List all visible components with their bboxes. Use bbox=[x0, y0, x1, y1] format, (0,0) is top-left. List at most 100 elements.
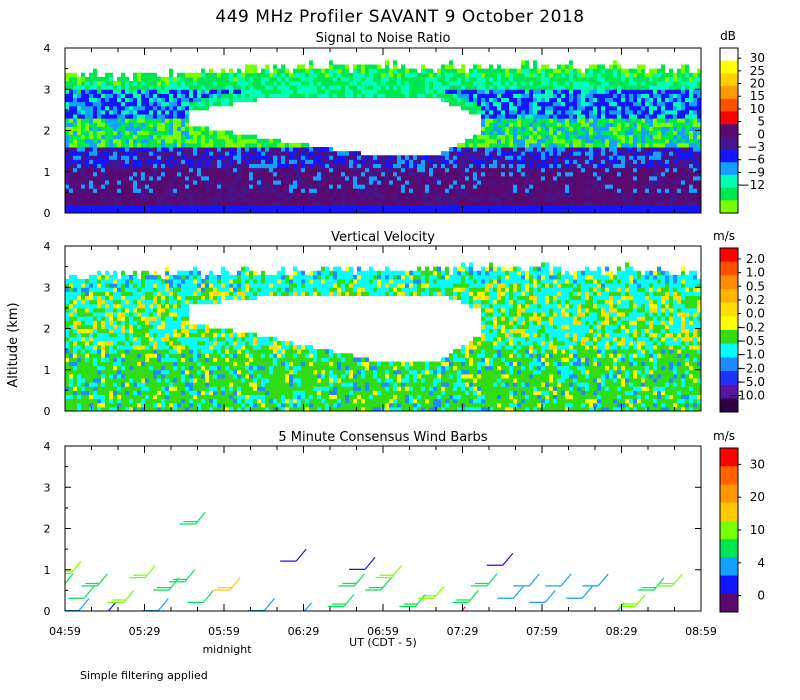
heatmap-cell bbox=[673, 196, 677, 202]
heatmap-cell bbox=[541, 72, 545, 78]
heatmap-cell bbox=[145, 130, 149, 136]
heatmap-column bbox=[401, 64, 405, 213]
heatmap-cell bbox=[465, 105, 469, 111]
heatmap-cell bbox=[577, 180, 581, 185]
heatmap-column bbox=[209, 68, 213, 213]
heatmap-cell bbox=[545, 126, 549, 131]
heatmap-cell bbox=[421, 155, 425, 160]
heatmap-cell bbox=[697, 68, 701, 74]
heatmap-cell bbox=[633, 142, 637, 148]
heatmap-column bbox=[509, 68, 513, 213]
heatmap-cell bbox=[133, 118, 137, 123]
heatmap-cell bbox=[337, 72, 341, 78]
heatmap-cell bbox=[173, 159, 177, 164]
heatmap-cell bbox=[141, 109, 145, 115]
heatmap-column bbox=[573, 68, 577, 213]
heatmap-cell bbox=[109, 134, 113, 140]
heatmap-cell bbox=[301, 76, 305, 82]
heatmap-cell bbox=[613, 180, 617, 185]
heatmap-cell bbox=[621, 138, 625, 144]
heatmap-cell bbox=[673, 184, 677, 189]
heatmap-cell bbox=[681, 93, 685, 98]
heatmap-cell bbox=[549, 200, 553, 206]
heatmap-cell bbox=[85, 138, 89, 144]
heatmap-cell bbox=[89, 134, 93, 140]
heatmap-cell bbox=[421, 159, 425, 164]
heatmap-cell bbox=[273, 81, 277, 86]
heatmap-cell bbox=[517, 105, 521, 111]
heatmap-cell bbox=[109, 85, 113, 90]
heatmap-cell bbox=[401, 155, 405, 160]
heatmap-cell bbox=[177, 109, 181, 115]
heatmap-cell bbox=[525, 118, 529, 123]
heatmap-cell bbox=[261, 196, 265, 202]
heatmap-cell bbox=[233, 204, 237, 210]
heatmap-cell bbox=[477, 68, 481, 74]
heatmap-cell bbox=[489, 159, 493, 164]
heatmap-cell bbox=[617, 134, 621, 140]
heatmap-cell bbox=[485, 200, 489, 206]
heatmap-cell bbox=[297, 147, 301, 152]
heatmap-cell bbox=[473, 134, 477, 140]
heatmap-cell bbox=[133, 138, 137, 144]
heatmap-cell bbox=[173, 147, 177, 152]
heatmap-cell bbox=[209, 93, 213, 98]
heatmap-cell bbox=[65, 142, 69, 148]
heatmap-cell bbox=[153, 192, 157, 197]
heatmap-cell bbox=[657, 97, 661, 103]
heatmap-cell bbox=[153, 163, 157, 169]
heatmap-cell bbox=[685, 118, 689, 123]
heatmap-column bbox=[133, 72, 137, 213]
heatmap-cell bbox=[129, 101, 133, 107]
heatmap-cell bbox=[465, 142, 469, 148]
heatmap-cell bbox=[289, 81, 293, 86]
heatmap-cell bbox=[109, 89, 113, 94]
heatmap-cell bbox=[249, 72, 253, 78]
heatmap-cell bbox=[373, 89, 377, 94]
heatmap-cell bbox=[429, 180, 433, 185]
heatmap-cell bbox=[133, 184, 137, 189]
heatmap-cell bbox=[165, 97, 169, 103]
heatmap-cell bbox=[625, 109, 629, 115]
heatmap-cell bbox=[549, 72, 553, 78]
heatmap-cell bbox=[697, 93, 701, 98]
heatmap-cell bbox=[237, 72, 241, 78]
heatmap-cell bbox=[345, 64, 349, 70]
heatmap-cell bbox=[125, 89, 129, 94]
heatmap-column bbox=[345, 64, 349, 213]
heatmap-cell bbox=[245, 204, 249, 210]
heatmap-cell bbox=[433, 93, 437, 98]
heatmap-cell bbox=[413, 192, 417, 197]
heatmap-cell bbox=[581, 85, 585, 90]
heatmap-cell bbox=[101, 142, 105, 148]
heatmap-cell bbox=[449, 76, 453, 82]
heatmap-cell bbox=[677, 192, 681, 197]
heatmap-cell bbox=[533, 188, 537, 193]
heatmap-cell bbox=[581, 130, 585, 136]
heatmap-cell bbox=[517, 184, 521, 189]
heatmap-cell bbox=[589, 76, 593, 82]
heatmap-cell bbox=[685, 109, 689, 115]
heatmap-cell bbox=[645, 192, 649, 197]
heatmap-cell bbox=[137, 188, 141, 193]
heatmap-cell bbox=[681, 81, 685, 86]
heatmap-cell bbox=[681, 175, 685, 181]
heatmap-cell bbox=[133, 76, 137, 82]
heatmap-cell bbox=[165, 180, 169, 185]
heatmap-cell bbox=[481, 151, 485, 156]
heatmap-cell bbox=[673, 204, 677, 210]
heatmap-column bbox=[349, 72, 353, 213]
heatmap-cell bbox=[405, 159, 409, 164]
heatmap-cell bbox=[481, 208, 485, 213]
heatmap-cell bbox=[649, 175, 653, 181]
heatmap-cell bbox=[629, 114, 633, 119]
heatmap-cell bbox=[517, 180, 521, 185]
heatmap-cell bbox=[213, 97, 217, 103]
heatmap-cell bbox=[669, 196, 673, 202]
heatmap-cell bbox=[245, 192, 249, 197]
heatmap-cell bbox=[205, 138, 209, 144]
heatmap-cell bbox=[657, 134, 661, 140]
heatmap-cell bbox=[341, 68, 345, 74]
heatmap-cell bbox=[509, 196, 513, 202]
heatmap-cell bbox=[105, 93, 109, 98]
